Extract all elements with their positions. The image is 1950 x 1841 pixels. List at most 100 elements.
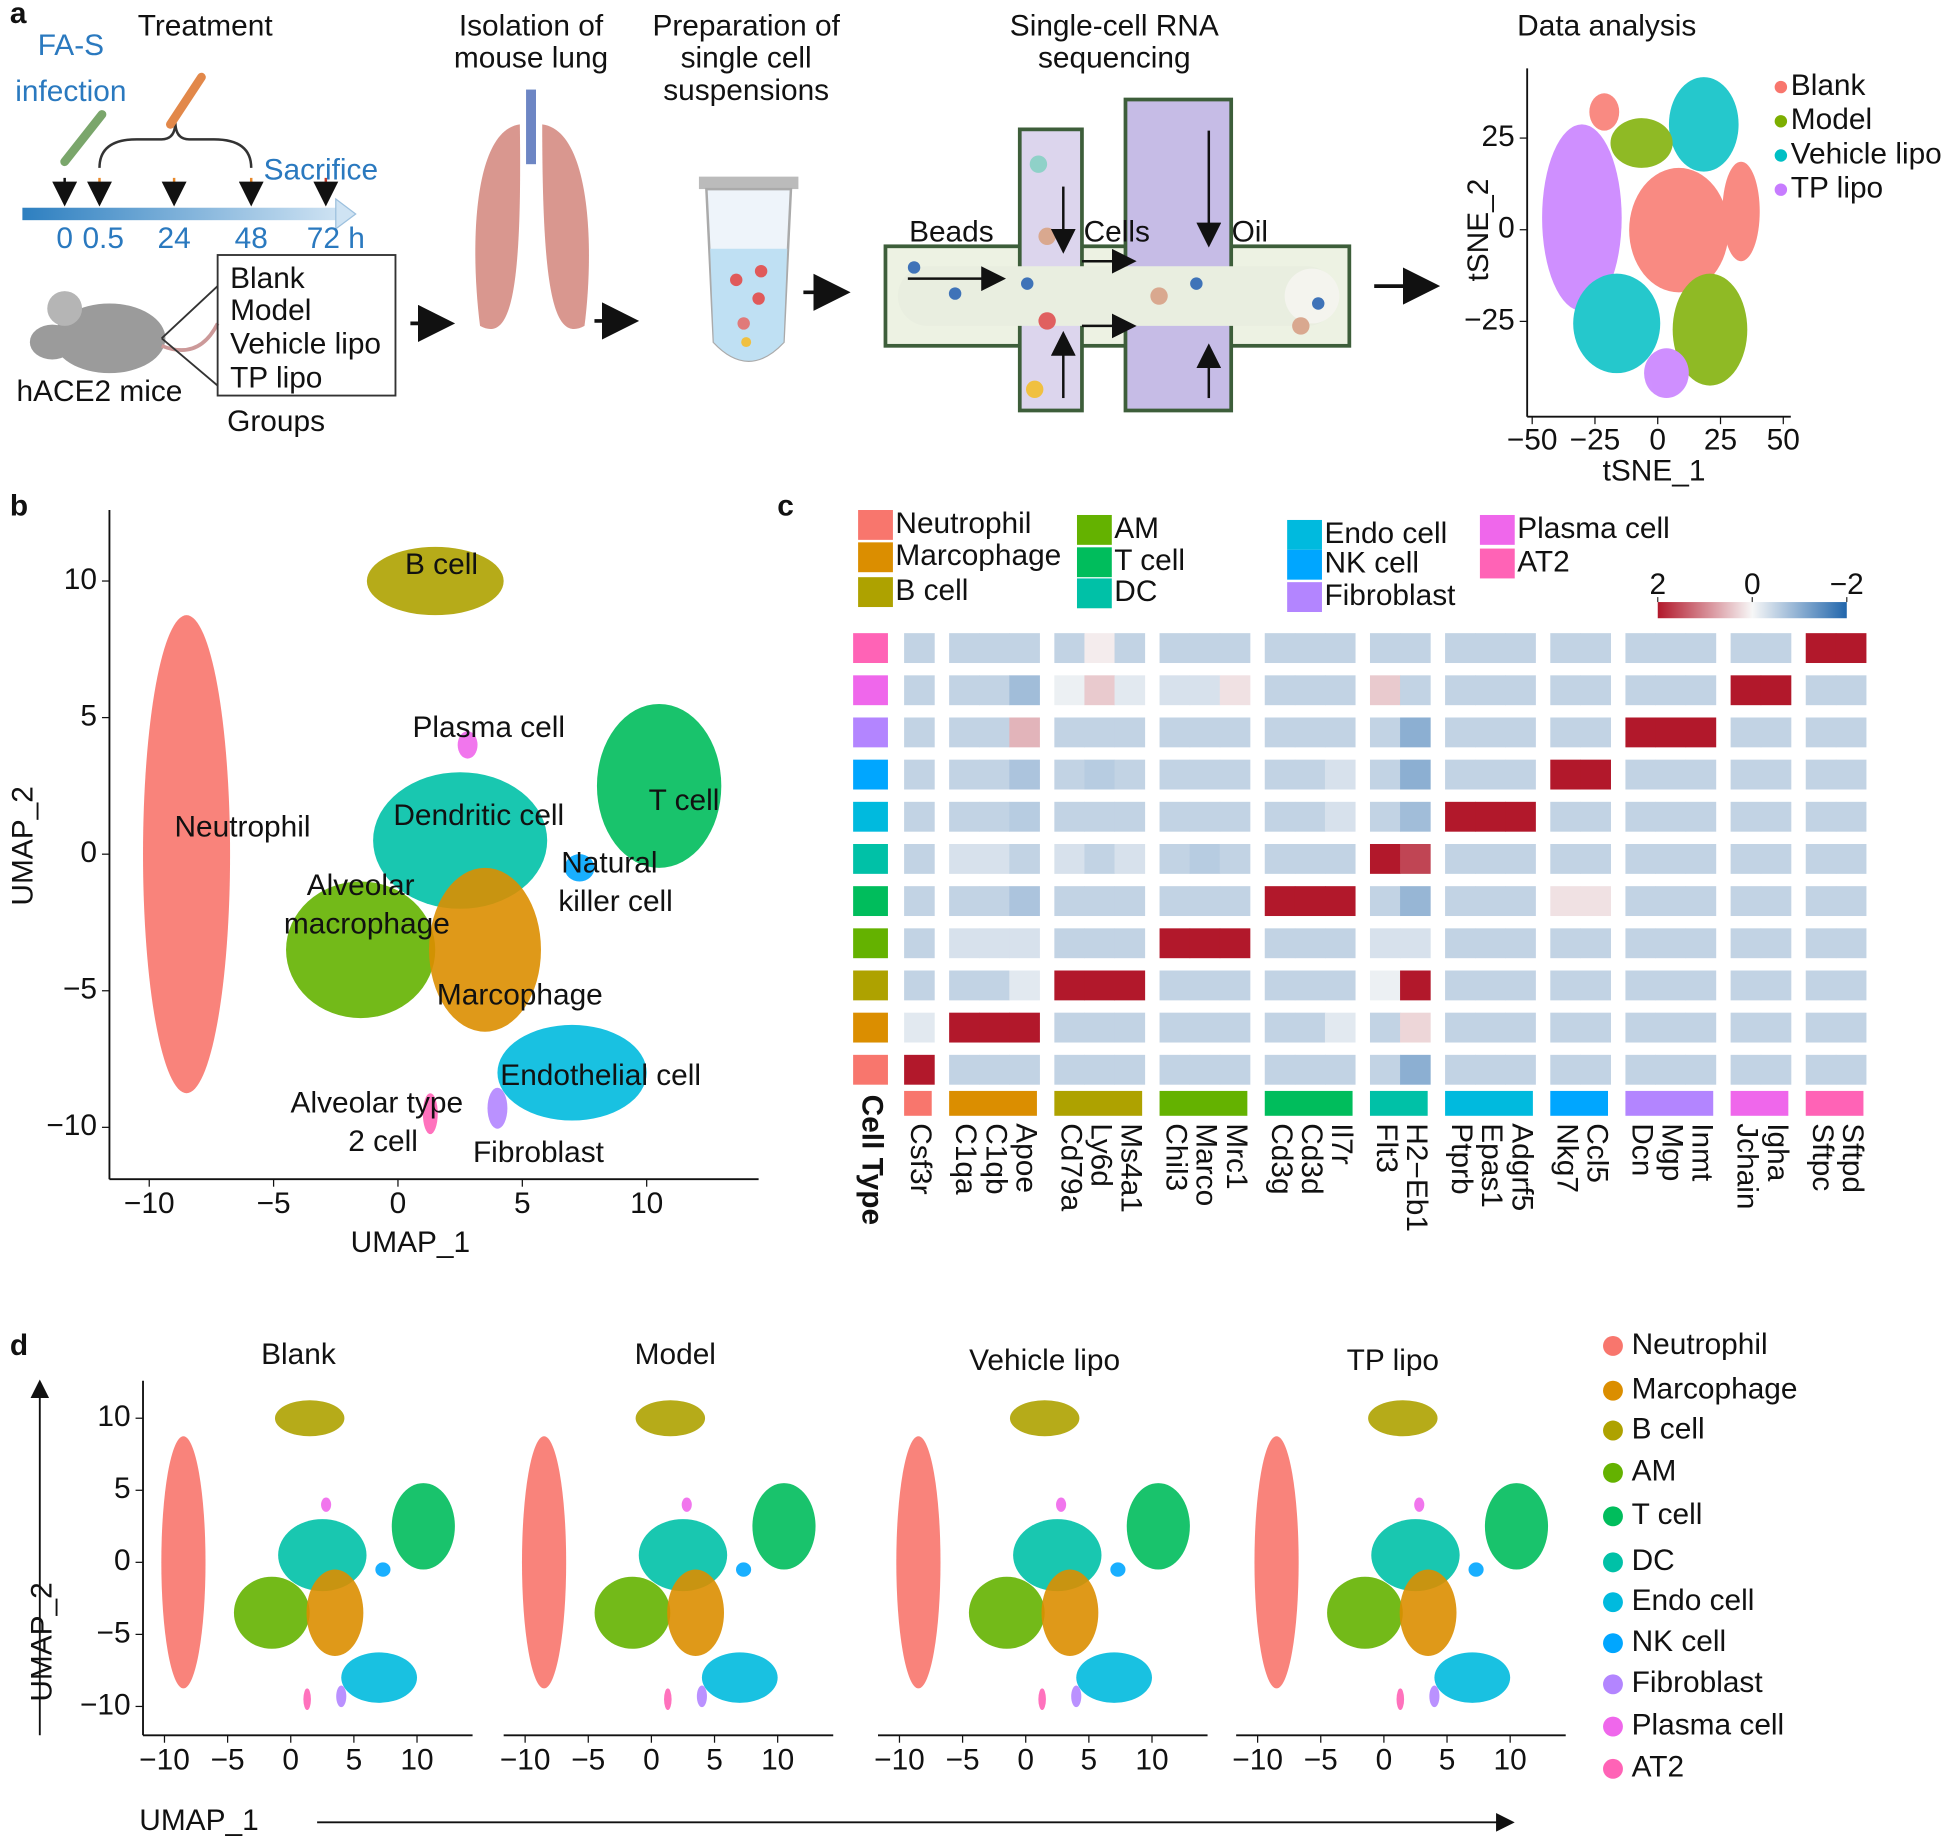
heat-cell (1324, 801, 1356, 832)
legend-marker (1603, 1420, 1623, 1441)
heat-cell (1219, 675, 1251, 706)
heat-cell (1655, 1012, 1687, 1043)
subplot-title: Model (635, 1338, 716, 1371)
heat-cell (1264, 886, 1296, 917)
heat-cell (1400, 633, 1431, 664)
heat-cell (1685, 1012, 1717, 1043)
gene-group-swatch (1054, 1090, 1143, 1116)
cluster-label: Alveolar type (291, 1086, 464, 1119)
x-tick-label: 5 (1081, 1743, 1098, 1776)
heat-cell (1550, 801, 1581, 832)
gene-group-swatch (904, 1090, 932, 1116)
heat-cell (1475, 717, 1506, 748)
cluster (596, 703, 722, 868)
gene-label: Ccl5 (1580, 1123, 1613, 1183)
heat-cell (1505, 717, 1536, 748)
cluster (321, 1497, 332, 1512)
heat-cell (1760, 928, 1792, 959)
heat-cell (1084, 843, 1116, 874)
step-title: Isolation of (459, 9, 604, 42)
infection-label: FA-S (38, 29, 104, 62)
heat-cell (1114, 801, 1146, 832)
heat-cell (1054, 759, 1085, 790)
legend-label: NK cell (1632, 1625, 1727, 1658)
legend-label: T cell (1632, 1498, 1703, 1531)
heat-cell (1505, 801, 1536, 832)
legend-label: Marcophage (895, 539, 1061, 572)
gene-label: Inmt (1686, 1123, 1719, 1182)
gene-group-swatch (1805, 1090, 1864, 1116)
heat-cell (1835, 1012, 1867, 1043)
heat-cell (1264, 801, 1296, 832)
x-tick-label: 0 (282, 1743, 299, 1776)
cluster (1414, 1497, 1425, 1512)
cluster (391, 1483, 455, 1570)
cluster-label: Fibroblast (473, 1136, 605, 1169)
y-tick-label: 0 (80, 836, 97, 869)
heat-cell (1805, 928, 1837, 959)
heat-cell (1445, 886, 1476, 917)
heat-cell (1550, 717, 1581, 748)
heat-cell (1805, 675, 1837, 706)
chip-label: Oil (1232, 216, 1268, 249)
heat-cell (1114, 717, 1146, 748)
cluster (664, 1688, 672, 1711)
heat-cell (979, 886, 1010, 917)
heat-cell (1835, 717, 1867, 748)
legend-marker (1603, 1592, 1623, 1613)
heat-cell (1625, 717, 1657, 748)
heat-cell (1219, 928, 1251, 959)
legend-label: Marcophage (1632, 1373, 1798, 1406)
heat-cell (1655, 801, 1687, 832)
step-arrows (410, 267, 1441, 343)
heat-cell (1550, 675, 1581, 706)
heat-cell (1730, 843, 1762, 874)
heat-cell (1219, 886, 1251, 917)
heat-cell (1159, 717, 1191, 748)
legend-label: Vehicle lipo (1791, 137, 1942, 170)
heat-cell (1009, 633, 1040, 664)
heat-cell (1084, 801, 1116, 832)
heat-cell (1475, 801, 1506, 832)
heat-cell (949, 675, 980, 706)
heat-cell (1580, 886, 1611, 917)
heat-cell (1550, 886, 1581, 917)
x-tick-label: −10 (874, 1743, 925, 1776)
heat-cell (1580, 633, 1611, 664)
legend-marker (1603, 1380, 1623, 1401)
groups-bracket (161, 285, 219, 387)
heat-cell (1505, 886, 1536, 917)
heat-cell (1760, 970, 1792, 1001)
legend-swatch (1076, 514, 1112, 545)
heat-cell (949, 1054, 980, 1085)
heat-cell (1655, 843, 1687, 874)
heat-cell (1550, 633, 1581, 664)
heat-cell (1294, 886, 1326, 917)
heat-cell (1655, 633, 1687, 664)
legend-label: Plasma cell (1517, 512, 1670, 545)
cluster (233, 1576, 310, 1649)
row-title: Cell Type (856, 1095, 889, 1225)
heat-cell (1835, 759, 1867, 790)
gene-label: Mrc1 (1220, 1123, 1253, 1189)
heat-cell (1219, 843, 1251, 874)
heat-cell (1159, 970, 1191, 1001)
panel-label: a (10, 0, 27, 30)
legend-label: Endo cell (1632, 1584, 1755, 1617)
heat-cell (1475, 843, 1506, 874)
colorbar-label: −2 (1830, 568, 1864, 601)
heat-cell (1294, 801, 1326, 832)
heat-cell (979, 1012, 1010, 1043)
heat-cell (1805, 843, 1837, 874)
treatment-title: Treatment (138, 9, 274, 42)
heat-cell (1625, 675, 1657, 706)
heat-cell (1400, 759, 1431, 790)
gene-label: C1qb (979, 1123, 1012, 1194)
heat-cell (1835, 633, 1867, 664)
heat-cell (1475, 1012, 1506, 1043)
heat-cell (1835, 1054, 1867, 1085)
legend-label: AM (1632, 1455, 1677, 1488)
heat-cell (1550, 928, 1581, 959)
heat-cell (1550, 1054, 1581, 1085)
heat-cell (1189, 886, 1221, 917)
